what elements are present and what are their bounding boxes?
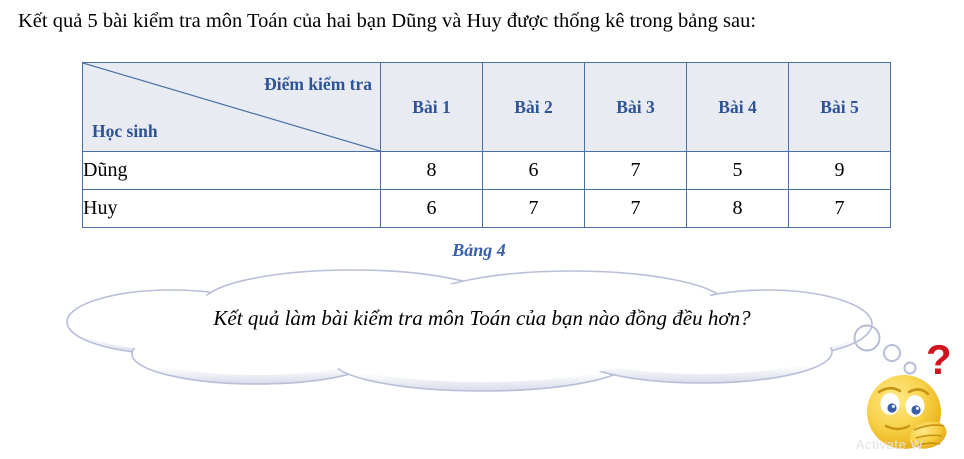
score-dung-2: 6 <box>482 151 585 190</box>
emoji-eyes <box>880 393 925 417</box>
row-label-huy: Huy <box>82 189 381 228</box>
score-huy-1: 6 <box>380 189 483 228</box>
thought-dot-circles <box>853 324 917 375</box>
page-title: Kết quả 5 bài kiểm tra môn Toán của hai … <box>18 10 757 32</box>
table-header-row: Điểm kiểm tra Học sinh Bài 1 Bài 2 Bài 3… <box>82 62 891 152</box>
column-header-5: Bài 5 <box>788 62 891 152</box>
column-header-3: Bài 3 <box>584 62 687 152</box>
row-label-dung: Dũng <box>82 151 381 190</box>
table-corner-header: Điểm kiểm tra Học sinh <box>82 62 381 152</box>
score-dung-3: 7 <box>584 151 687 190</box>
corner-label-student: Học sinh <box>92 121 158 141</box>
column-header-2: Bài 2 <box>482 62 585 152</box>
thought-bubble-shape <box>66 269 873 392</box>
score-dung-4: 5 <box>686 151 789 190</box>
emoji-hand <box>909 421 947 449</box>
score-huy-5: 7 <box>788 189 891 228</box>
column-header-1: Bài 1 <box>380 62 483 152</box>
table-caption-text: Bảng 4 <box>452 240 506 260</box>
watermark-text: Activate W <box>856 437 924 452</box>
table-row: Huy 6 7 7 8 7 <box>82 189 891 228</box>
score-dung-5: 9 <box>788 151 891 190</box>
thought-bubble-text: Kết quả làm bài kiểm tra môn Toán của bạ… <box>213 306 751 330</box>
table-caption: Bảng 4 <box>0 240 964 261</box>
emoji-mouth <box>884 424 911 431</box>
column-header-4: Bài 4 <box>686 62 789 152</box>
emoji-eyebrows <box>877 386 930 396</box>
score-dung-1: 8 <box>380 151 483 190</box>
question-mark-icon: ? <box>926 336 952 383</box>
score-huy-3: 7 <box>584 189 687 228</box>
score-huy-4: 8 <box>686 189 789 228</box>
thought-bubble: Kết quả làm bài kiểm tra môn Toán của bạ… <box>52 262 892 397</box>
thinking-face-emoji-graphic: ? <box>853 324 952 449</box>
corner-label-scores: Điểm kiểm tra <box>264 74 372 94</box>
score-huy-2: 7 <box>482 189 585 228</box>
table-row: Dũng 8 6 7 5 9 <box>82 151 891 190</box>
thinking-face-emoji: ? <box>852 322 964 459</box>
scores-table: Điểm kiểm tra Học sinh Bài 1 Bài 2 Bài 3… <box>82 62 891 228</box>
